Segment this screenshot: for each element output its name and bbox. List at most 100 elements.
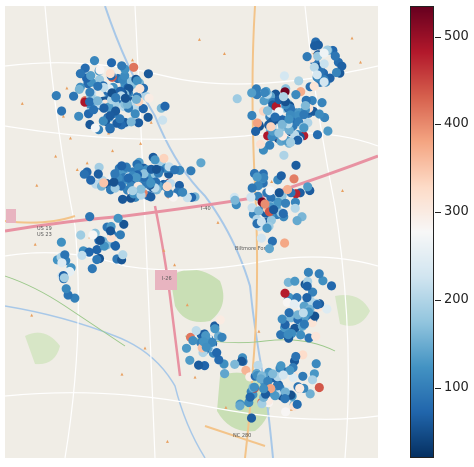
poi-marker	[173, 263, 177, 267]
data-point	[276, 171, 286, 181]
data-point	[212, 348, 222, 358]
poi-marker	[224, 405, 228, 409]
basemap: I-40 US 19 US 23 NC 280 I-26 Biltmore Fo…	[5, 6, 378, 458]
poi-marker	[341, 188, 345, 192]
data-point	[186, 166, 196, 176]
colorbar-tick-label: 500	[444, 28, 469, 44]
data-point	[319, 77, 329, 87]
map-panel[interactable]: I-40 US 19 US 23 NC 280 I-26 Biltmore Fo…	[5, 6, 378, 458]
data-point	[289, 299, 299, 309]
data-point	[291, 351, 301, 362]
data-point	[93, 81, 103, 91]
data-points	[51, 37, 347, 423]
colorbar-tick-label: 100	[444, 379, 469, 395]
data-point	[76, 230, 86, 240]
data-point	[105, 226, 116, 236]
data-point	[188, 336, 198, 346]
data-point	[87, 264, 97, 274]
poi-marker	[359, 60, 363, 64]
data-point	[123, 173, 133, 183]
highway-nc280	[204, 425, 266, 447]
data-point	[77, 250, 87, 260]
data-point	[86, 175, 96, 185]
data-point	[253, 360, 263, 370]
data-point	[292, 216, 302, 226]
data-point	[256, 233, 266, 243]
data-point	[143, 112, 153, 122]
data-point	[105, 123, 115, 133]
data-point	[269, 205, 279, 215]
data-point	[194, 360, 204, 370]
data-point	[215, 315, 225, 325]
data-point	[115, 230, 125, 240]
data-point	[276, 361, 286, 371]
poi-marker	[65, 86, 69, 90]
data-point	[285, 365, 295, 375]
data-point	[256, 217, 266, 227]
data-point	[95, 235, 105, 245]
data-point	[89, 56, 100, 66]
data-point	[84, 247, 94, 257]
data-point	[305, 389, 315, 399]
poi-marker	[33, 242, 37, 246]
data-point	[119, 219, 129, 229]
poi-marker	[197, 37, 201, 41]
data-point	[57, 258, 67, 268]
data-point	[323, 126, 333, 136]
colorbar-tick	[435, 36, 441, 38]
data-point	[245, 392, 255, 402]
data-point	[126, 117, 136, 127]
data-point	[280, 288, 290, 298]
poi-marker	[130, 58, 134, 62]
data-point	[94, 162, 104, 172]
data-point	[146, 178, 156, 188]
data-point	[290, 276, 300, 286]
data-point	[232, 94, 242, 104]
data-point	[302, 281, 312, 291]
poi-marker	[20, 101, 24, 105]
data-point	[302, 52, 312, 62]
data-point	[60, 250, 70, 260]
poi-marker	[68, 136, 72, 140]
poi-marker	[350, 36, 354, 40]
data-point	[132, 76, 142, 86]
data-point	[284, 308, 294, 318]
data-point	[312, 130, 323, 140]
data-point	[92, 245, 102, 255]
data-point	[117, 61, 127, 71]
colorbar-tick	[435, 124, 441, 126]
data-point	[131, 172, 141, 183]
colorbar-tick	[435, 387, 441, 389]
data-point	[311, 359, 321, 369]
data-point	[251, 126, 261, 136]
data-point	[314, 382, 324, 393]
highway-shield	[155, 270, 177, 290]
data-point	[56, 237, 66, 247]
data-point	[130, 109, 140, 119]
data-point	[291, 90, 301, 100]
data-point	[311, 331, 321, 341]
data-point	[138, 104, 148, 114]
data-point	[75, 69, 85, 79]
data-point	[256, 374, 266, 384]
data-point	[196, 158, 206, 168]
colorbar-tick-label: 300	[444, 204, 469, 220]
data-point	[237, 356, 247, 366]
park-area	[335, 295, 370, 326]
poi-marker	[193, 375, 197, 379]
data-point	[131, 94, 141, 104]
data-point	[93, 169, 103, 179]
poi-marker	[185, 303, 189, 307]
data-point	[144, 93, 154, 103]
data-point	[79, 169, 89, 179]
data-point	[89, 105, 99, 115]
data-point	[99, 178, 109, 188]
data-point	[214, 355, 224, 365]
data-point	[191, 326, 201, 336]
data-point	[235, 401, 245, 411]
data-point	[314, 109, 324, 119]
data-point	[284, 114, 294, 124]
data-point	[290, 203, 300, 213]
boundary-line	[5, 275, 126, 347]
data-point	[220, 369, 230, 379]
